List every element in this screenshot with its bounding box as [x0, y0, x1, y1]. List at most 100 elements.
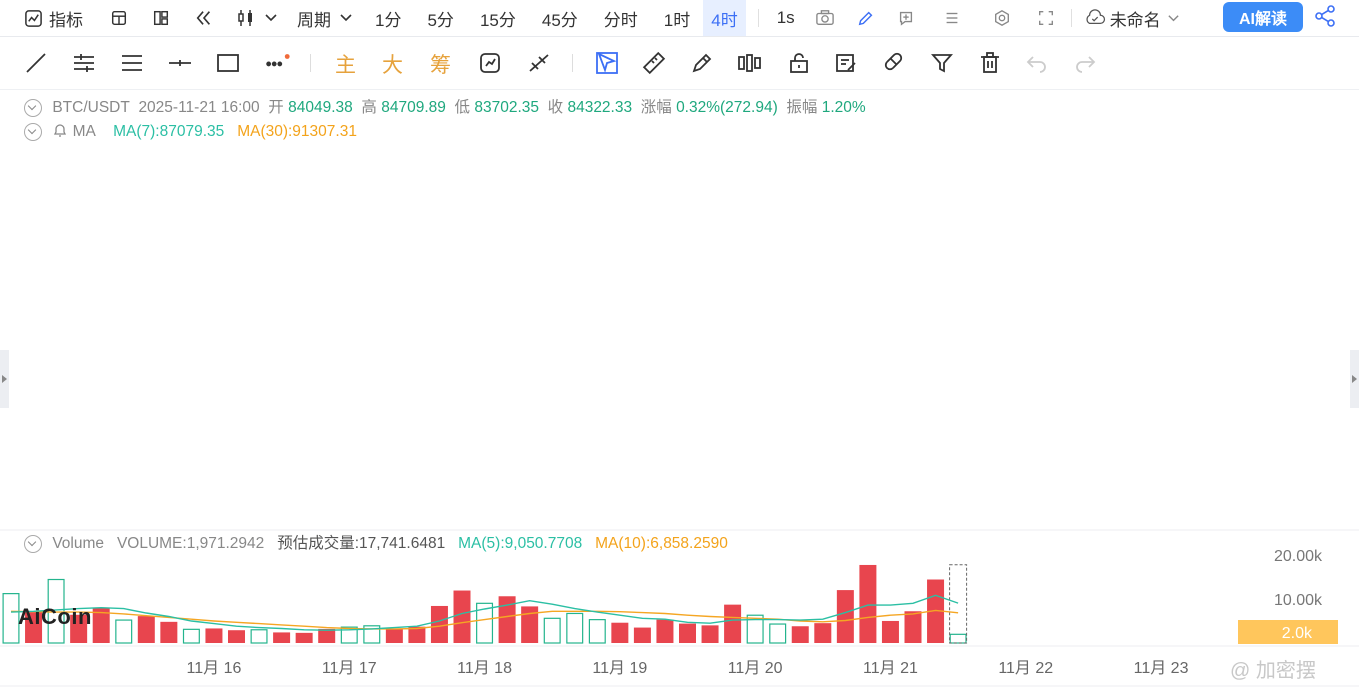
- ruler-icon: [642, 51, 666, 75]
- add-annotation-button[interactable]: [887, 0, 925, 36]
- measure-tool[interactable]: [526, 50, 552, 76]
- volume-bar: [182, 628, 200, 644]
- indicator-button[interactable]: 指标: [0, 0, 92, 36]
- draw-button[interactable]: [845, 0, 887, 36]
- volume-tick-label: 20.00k: [1274, 548, 1323, 565]
- amplitude-value: 1.20%: [821, 99, 866, 116]
- volume-bar: [160, 621, 178, 643]
- volume-bar: [611, 622, 629, 643]
- fullscreen-button[interactable]: [1025, 0, 1067, 36]
- divider: [310, 54, 311, 72]
- interval-5m[interactable]: 5分: [427, 10, 454, 30]
- redo-icon: [1076, 56, 1096, 73]
- sync-tool[interactable]: [477, 50, 503, 76]
- note-tool[interactable]: [833, 50, 859, 76]
- price-chart[interactable]: 105000.00100000.0090000.0085000.0095179.…: [0, 90, 1359, 691]
- cursor-icon: [596, 52, 618, 74]
- share-icon: [1315, 5, 1335, 27]
- interval-15m[interactable]: 15分: [479, 10, 516, 30]
- delete-tool[interactable]: [977, 50, 1003, 76]
- settings-list-button[interactable]: [925, 0, 979, 36]
- volume-bar: [408, 626, 426, 643]
- layout-button[interactable]: [140, 0, 182, 36]
- change-value: 0.32%(272.94): [676, 99, 778, 116]
- horizontal-line-tool[interactable]: [167, 50, 193, 76]
- volume-bar: [791, 626, 809, 643]
- divider: [757, 9, 759, 27]
- volume-bar: [318, 628, 336, 643]
- main-indicator-tool[interactable]: 主: [335, 54, 356, 77]
- volume-bar: [521, 606, 539, 643]
- volume-bar: [881, 620, 899, 643]
- volume-bar: [746, 614, 764, 644]
- volume-bar: [92, 608, 110, 643]
- collapse-icon[interactable]: [24, 534, 42, 553]
- volume-bar: [904, 611, 922, 643]
- cloud-check-icon: [1086, 9, 1105, 25]
- volume-label: Volume: [52, 535, 105, 552]
- volume-bar: [2, 593, 20, 644]
- bell-icon[interactable]: [52, 122, 68, 138]
- redo-button[interactable]: [1072, 50, 1098, 76]
- brush-tool[interactable]: [689, 50, 715, 76]
- candle-tool[interactable]: [737, 50, 763, 76]
- filter-tool[interactable]: [929, 50, 955, 76]
- trendline-tool[interactable]: [23, 50, 49, 76]
- high-label: 高: [361, 99, 377, 116]
- source-watermark: @ 加密摆: [1230, 660, 1316, 682]
- chip-distribution-tool[interactable]: 筹: [430, 54, 451, 77]
- left-scroll-tab[interactable]: [0, 350, 9, 408]
- pair-label: BTC/USDT: [52, 99, 130, 116]
- low-label: 低: [454, 99, 471, 116]
- interval-1m[interactable]: 1分: [375, 10, 402, 30]
- big-order-tool[interactable]: 大: [382, 54, 403, 77]
- time-tick-label: 11月 19: [592, 660, 647, 677]
- layout-name-dropdown[interactable]: 未命名: [1076, 0, 1188, 36]
- ruler-tool[interactable]: [641, 50, 667, 76]
- lock-tool[interactable]: [786, 50, 812, 76]
- interval-1h[interactable]: 1时: [663, 10, 691, 30]
- collapse-icon[interactable]: [24, 122, 42, 141]
- magnet-icon: [884, 52, 903, 71]
- screenshot-button[interactable]: [805, 0, 845, 36]
- rectangle-tool[interactable]: [215, 50, 241, 76]
- interval-1s[interactable]: 1s: [776, 8, 795, 27]
- undo-button[interactable]: [1024, 50, 1050, 76]
- share-button[interactable]: [1313, 4, 1339, 30]
- ai-analysis-button[interactable]: AI解读: [1223, 2, 1303, 32]
- ma-legend: MA MA(7):87079.35 MA(30):91307.31: [24, 122, 357, 141]
- add-note-icon: [899, 11, 912, 26]
- change-label: 涨幅: [640, 99, 672, 116]
- trash-icon: [981, 52, 999, 73]
- volume-bar: [724, 604, 742, 643]
- period-label: 周期: [297, 10, 331, 30]
- chart-window-button[interactable]: [92, 0, 140, 36]
- chart-type-button[interactable]: [226, 0, 288, 36]
- ohlc-legend: BTC/USDT 2025-11-21 16:00 开 84049.38 高 8…: [24, 95, 866, 117]
- time-tick-label: 11月 23: [1134, 660, 1189, 677]
- filter-icon: [931, 54, 953, 73]
- interval-timeline[interactable]: 分时: [603, 10, 638, 30]
- volume-bar: [679, 623, 696, 643]
- right-scroll-tab[interactable]: [1350, 350, 1359, 408]
- magnet-tool[interactable]: [881, 50, 907, 76]
- fib-tool[interactable]: [119, 50, 145, 76]
- list-icon: [946, 12, 958, 24]
- brush-icon: [692, 53, 712, 73]
- period-dropdown[interactable]: 周期: [288, 0, 362, 36]
- volume-bar: [814, 623, 832, 643]
- interval-4h[interactable]: 4时: [703, 0, 746, 36]
- interval-45m[interactable]: 45分: [541, 10, 578, 30]
- vol-ma5-line: [10, 594, 959, 631]
- select-tool[interactable]: [594, 50, 620, 76]
- vol-ma10-line: [10, 609, 959, 630]
- volume-bar: [25, 612, 43, 643]
- more-tools[interactable]: [264, 50, 290, 76]
- vol-ma5-value: MA(5):9,050.7708: [458, 535, 583, 552]
- settings-button[interactable]: [979, 0, 1025, 36]
- parallel-channel-tool[interactable]: [71, 50, 97, 76]
- time-tick-label: 11月 16: [187, 660, 242, 677]
- collapse-icon[interactable]: [24, 98, 42, 117]
- volume-bar: [949, 633, 967, 644]
- replay-button[interactable]: [182, 0, 226, 36]
